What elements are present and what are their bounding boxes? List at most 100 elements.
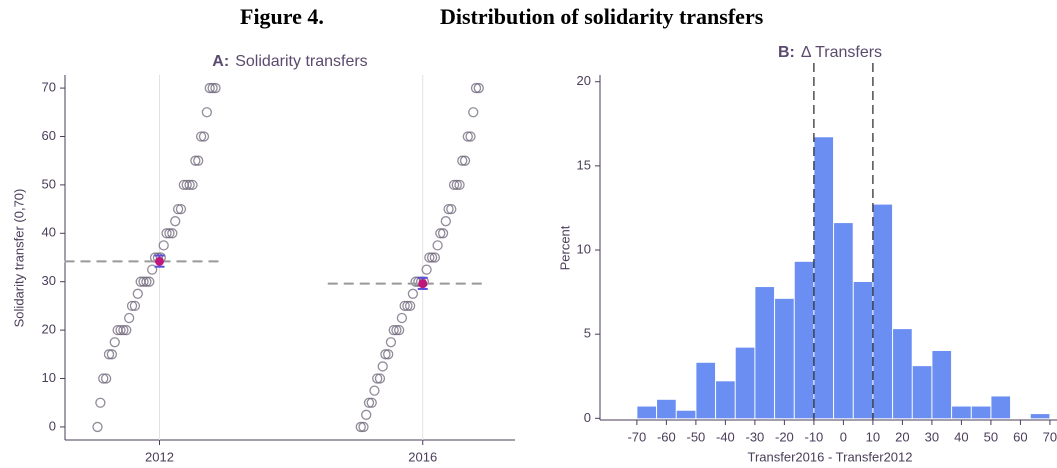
- x-tick-label: 40: [954, 429, 968, 444]
- figure-label: Figure 4.: [240, 4, 324, 29]
- data-point: [388, 324, 399, 336]
- data-point: [103, 349, 115, 360]
- data-point: [363, 397, 375, 408]
- data-point: [95, 397, 106, 408]
- data-point: [161, 228, 172, 239]
- data-point: [138, 276, 149, 287]
- data-point: [92, 421, 103, 433]
- y-tick-label: 0: [584, 410, 591, 425]
- data-point: [424, 252, 435, 263]
- y-tick-label: 15: [577, 157, 591, 172]
- data-point: [170, 216, 181, 227]
- data-point: [167, 228, 178, 239]
- data-point: [115, 324, 126, 336]
- data-point: [141, 276, 152, 287]
- bar: [696, 362, 716, 419]
- data-point: [399, 300, 410, 312]
- data-point: [144, 276, 155, 287]
- data-point: [198, 131, 210, 142]
- data-point: [181, 179, 192, 191]
- data-point: [451, 179, 462, 191]
- data-point: [164, 228, 175, 239]
- data-point: [207, 82, 218, 94]
- panel-title: A: Solidarity transfers: [212, 53, 367, 70]
- panel-label: B:: [778, 44, 795, 61]
- data-point: [210, 82, 221, 94]
- data-point: [437, 228, 449, 239]
- x-tick-label: 60: [1013, 429, 1027, 444]
- y-tick-label: 40: [42, 225, 56, 240]
- data-point: [158, 240, 169, 251]
- data-point: [435, 228, 446, 239]
- y-tick-label: 10: [42, 370, 56, 385]
- bar: [971, 406, 991, 419]
- x-tick-label: 50: [984, 429, 998, 444]
- data-point: [187, 179, 198, 191]
- x-tick-label: -30: [745, 429, 764, 444]
- data-point: [126, 300, 138, 312]
- data-point: [443, 203, 454, 215]
- data-point: [204, 82, 215, 94]
- data-point: [193, 155, 204, 166]
- data-point: [124, 312, 135, 324]
- data-point: [121, 324, 132, 336]
- data-point: [366, 397, 377, 408]
- data-point: [195, 131, 207, 142]
- x-tick-label: -50: [686, 429, 705, 444]
- data-point: [369, 385, 380, 396]
- x-tick-label: 2012: [145, 449, 174, 464]
- y-axis-label: Solidarity transfer (0,70): [11, 189, 26, 328]
- y-tick-label: 5: [584, 326, 591, 341]
- x-tick-label: 30: [925, 429, 939, 444]
- data-point: [380, 349, 391, 360]
- data-point: [391, 324, 402, 336]
- x-tick-label: 2016: [408, 449, 437, 464]
- data-point: [429, 252, 440, 263]
- y-tick-label: 0: [49, 418, 56, 433]
- bar: [794, 261, 814, 419]
- data-point: [374, 373, 386, 384]
- y-axis-label: Percent: [557, 225, 572, 270]
- bar: [912, 366, 932, 419]
- data-point: [462, 131, 473, 142]
- x-tick-label: -60: [657, 429, 676, 444]
- bar: [657, 399, 676, 419]
- data-point: [454, 179, 465, 191]
- bar: [1030, 414, 1050, 419]
- bar: [952, 406, 971, 419]
- panel-title-text: Solidarity transfers: [235, 53, 368, 70]
- data-point: [383, 349, 394, 360]
- y-tick-label: 60: [42, 128, 56, 143]
- x-tick-label: 20: [895, 429, 909, 444]
- panel-title: B: Δ Transfers: [778, 44, 882, 61]
- data-point: [440, 216, 451, 227]
- data-point: [470, 82, 482, 94]
- data-point: [190, 155, 201, 166]
- data-point: [421, 264, 432, 275]
- figure-title: Distribution of solidarity transfers: [440, 4, 764, 29]
- data-point: [106, 349, 118, 360]
- data-point: [355, 421, 366, 433]
- bar: [735, 347, 755, 419]
- data-point: [448, 179, 460, 191]
- bar: [991, 396, 1011, 419]
- bar: [716, 381, 735, 419]
- x-tick-label: 10: [866, 429, 880, 444]
- data-point: [175, 203, 187, 215]
- bar: [775, 298, 794, 419]
- data-point: [361, 409, 372, 420]
- bar: [893, 329, 912, 419]
- data-point: [473, 82, 484, 94]
- data-point: [432, 240, 443, 251]
- bar: [853, 282, 873, 419]
- data-point: [129, 300, 141, 312]
- data-point: [184, 179, 195, 191]
- data-point: [426, 252, 438, 263]
- data-point: [201, 107, 213, 118]
- data-point: [457, 155, 468, 166]
- data-point: [109, 337, 120, 348]
- data-point: [394, 324, 405, 336]
- x-tick-label: -10: [804, 429, 823, 444]
- y-tick-label: 70: [42, 80, 56, 95]
